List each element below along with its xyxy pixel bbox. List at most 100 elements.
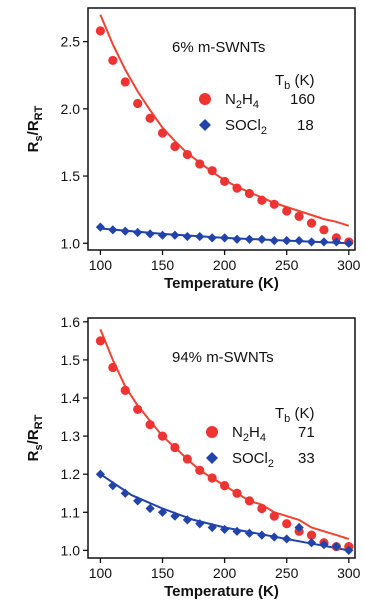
y-tick-label: 1.0: [61, 235, 81, 251]
legend-title-main: T: [275, 405, 284, 422]
data-point: [269, 235, 279, 246]
legend-marker: [206, 426, 218, 438]
data-point: [170, 141, 180, 152]
y-tick-label: 1.6: [61, 314, 81, 330]
data-point: [232, 183, 242, 193]
legend-marker: [199, 119, 211, 131]
legend-tb-value: 18: [297, 117, 314, 134]
legend-name-sub: 2: [268, 458, 274, 470]
x-tick-label: 250: [275, 565, 299, 581]
legend-name-sub: 4: [260, 432, 266, 444]
legend-series-name: N2H4: [225, 91, 259, 111]
legend-name-sub: 2: [261, 125, 267, 137]
legend-marker: [206, 452, 218, 464]
legend-series-name: SOCl2: [225, 117, 267, 137]
y-axis-label: Rs/RRT: [25, 414, 45, 461]
legend-name-sub: 4: [253, 99, 259, 111]
y-axis-label-main: R: [25, 141, 42, 152]
data-point: [157, 128, 168, 138]
legend-name-part: SOCl: [225, 117, 261, 134]
legend-title: Tb (K): [275, 405, 314, 425]
legend-series-name: SOCl2: [232, 450, 274, 470]
data-point: [207, 522, 217, 533]
y-axis-label-sub: s: [33, 444, 45, 450]
chart-panel-1: 100 150 200 250 300 1.0 1.5 2.0 2.5 Temperature (…: [25, 7, 361, 292]
data-point: [108, 55, 118, 66]
data-point: [207, 233, 217, 243]
data-point: [331, 237, 341, 247]
y-tick-label: 1.0: [61, 542, 81, 558]
chart-panel-2: 100 150 200 250 300 1.0 1.1 1.2 1.3 1.4 1.5 1.6 Temp…: [25, 314, 361, 600]
x-tick-label: 100: [89, 257, 113, 273]
data-point: [232, 526, 242, 536]
data-point: [244, 528, 255, 538]
legend-name-part: SOCl: [232, 450, 268, 467]
series-n2h4: [95, 26, 354, 247]
legend-title-main: T: [275, 72, 284, 89]
x-tick-label: 200: [213, 257, 237, 273]
data-point: [108, 362, 118, 373]
data-point: [244, 188, 255, 199]
legend-name-part: N: [232, 424, 243, 441]
data-point: [95, 26, 106, 36]
data-point: [282, 534, 292, 544]
series-socl2: [95, 469, 354, 555]
y-axis-label-sub: RT: [33, 414, 45, 429]
y-axis-label-main: R: [25, 450, 42, 461]
data-point: [195, 159, 205, 169]
data-point: [120, 488, 130, 498]
data-point: [95, 336, 106, 346]
plot-frame: [87, 317, 356, 559]
data-point: [170, 442, 180, 453]
legend-marker: [199, 93, 211, 105]
legend-name-sub: 2: [236, 99, 242, 111]
legend-series-name: N2H4: [232, 424, 266, 444]
data-point: [145, 420, 155, 430]
x-tick-label: 300: [337, 565, 361, 581]
data-point: [207, 166, 217, 176]
legend-tb-value: 33: [298, 450, 315, 467]
plot-frame: [87, 7, 356, 251]
data-point: [133, 227, 143, 238]
panel-annotation: 94% m-SWNTs: [172, 349, 274, 366]
x-tick-label: 150: [151, 257, 175, 273]
data-point: [145, 503, 155, 514]
data-point: [294, 235, 304, 246]
x-tick-label: 150: [151, 565, 175, 581]
legend-tb-value: 160: [290, 91, 315, 108]
data-point: [195, 465, 205, 475]
data-point: [331, 541, 341, 552]
data-point: [220, 524, 230, 535]
x-tick-label: 250: [275, 257, 299, 273]
data-point: [170, 230, 180, 240]
panel-annotation: 6% m-SWNTs: [172, 39, 265, 56]
data-point: [120, 77, 130, 87]
data-point: [182, 454, 192, 464]
data-point: [108, 225, 118, 235]
y-axis-label: Rs/RRT: [25, 105, 45, 152]
legend-tb-value: 71: [298, 424, 315, 441]
data-point: [257, 234, 267, 244]
data-point: [157, 230, 168, 240]
data-point: [220, 233, 230, 243]
data-point: [244, 234, 255, 244]
data-point: [306, 237, 317, 247]
data-point: [182, 515, 192, 525]
x-tick-label: 200: [213, 565, 237, 581]
y-tick-label: 2.5: [61, 34, 81, 50]
x-tick-label: 300: [337, 257, 361, 273]
data-point: [220, 176, 230, 187]
data-point: [294, 522, 304, 533]
data-point: [145, 229, 155, 239]
data-point: [257, 530, 267, 540]
legend-title-sub: b: [284, 80, 290, 92]
data-point: [306, 530, 317, 540]
data-point: [120, 226, 130, 236]
legend-title-rest: (K): [290, 405, 314, 422]
data-point: [133, 98, 143, 109]
legend-title-rest: (K): [290, 72, 314, 89]
data-point: [220, 481, 230, 491]
data-point: [282, 235, 292, 246]
data-point: [319, 225, 329, 235]
